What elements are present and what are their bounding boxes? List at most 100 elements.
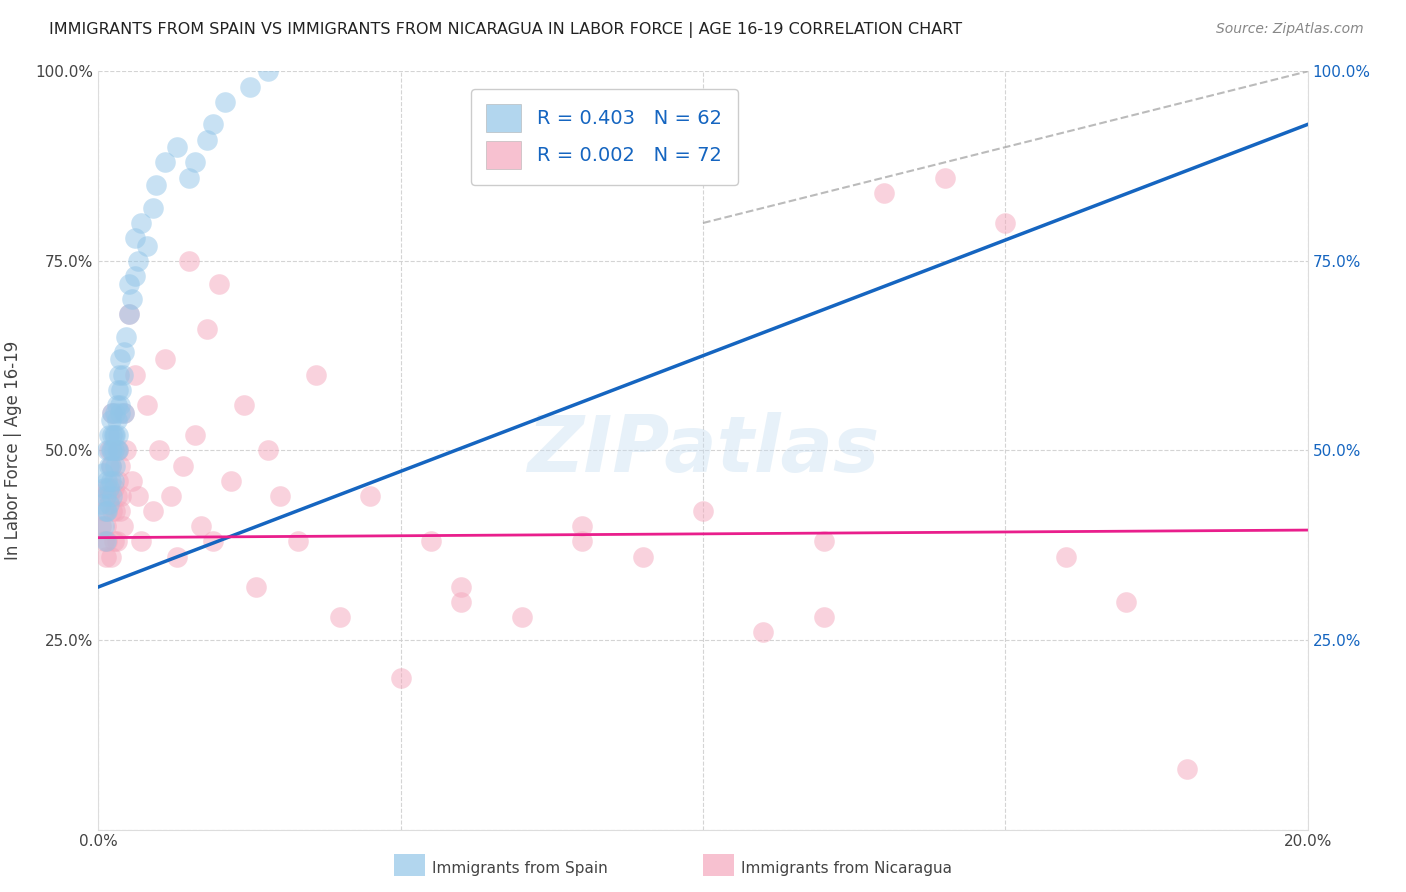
Point [172,458,194,473]
Point [124,368,146,382]
Point [100,458,122,473]
Point [179,253,201,268]
Point [202,534,225,549]
Point [105,443,128,458]
Point [121,474,143,488]
Point [127,253,149,268]
Point [100,504,122,518]
Point [110,489,132,503]
Point [108,398,131,412]
Point [184,428,207,442]
Text: Source: ZipAtlas.com: Source: ZipAtlas.com [1216,22,1364,37]
Point [97,496,120,510]
Point [98,489,121,503]
Point [214,95,236,109]
Point [329,610,352,624]
Point [110,383,132,397]
Point [873,186,896,200]
Point [148,443,170,458]
Point [420,534,443,549]
Point [142,504,165,518]
Point [195,322,218,336]
Point [107,428,129,442]
Point [108,368,131,382]
Point [166,140,188,154]
Point [114,330,136,344]
Point [96,474,118,488]
Point [179,170,201,185]
Point [93,482,115,496]
Point [97,443,120,458]
Point [103,534,125,549]
Point [571,519,593,533]
Point [103,474,125,488]
Point [101,443,124,458]
Point [360,489,382,503]
Point [256,64,278,78]
Point [100,413,122,427]
Point [96,489,118,503]
Point [232,398,254,412]
Point [287,534,309,549]
Point [813,610,835,624]
Point [105,413,128,427]
Point [1175,762,1198,776]
Point [108,458,131,473]
Point [112,405,135,420]
Point [105,489,128,503]
Point [510,610,533,624]
Point [129,216,152,230]
Point [111,368,134,382]
Point [305,368,328,382]
Point [118,277,141,291]
Point [104,428,127,442]
Point [239,79,262,94]
Point [101,405,124,420]
Point [1054,549,1077,564]
Point [129,534,152,549]
Point [100,458,122,473]
Point [104,405,127,420]
Point [100,443,122,458]
Point [114,443,136,458]
Point [142,201,165,215]
Point [91,489,114,503]
Point [98,482,121,496]
Point [107,443,129,458]
Point [101,405,124,420]
Point [184,155,207,169]
Point [108,405,131,420]
Point [752,625,775,640]
Point [160,489,183,503]
Point [934,170,956,185]
Point [195,132,218,146]
Point [90,519,112,533]
Point [93,519,115,533]
Point [450,595,472,609]
Point [100,549,122,564]
Text: Immigrants from Spain: Immigrants from Spain [432,862,607,876]
Point [208,277,231,291]
Point [105,398,128,412]
Point [104,458,127,473]
Point [96,482,118,496]
Point [93,534,115,549]
Point [202,117,225,131]
Point [1115,595,1137,609]
Point [135,238,157,253]
Point [90,496,112,510]
Point [108,352,131,367]
Point [118,307,141,321]
Point [103,482,125,496]
Point [103,428,125,442]
Point [94,534,117,549]
Point [96,534,118,549]
Point [121,292,143,306]
Point [135,398,157,412]
Point [98,428,121,442]
Point [107,443,129,458]
Point [631,549,654,564]
Point [692,504,714,518]
Point [153,352,176,367]
Point [108,504,131,518]
